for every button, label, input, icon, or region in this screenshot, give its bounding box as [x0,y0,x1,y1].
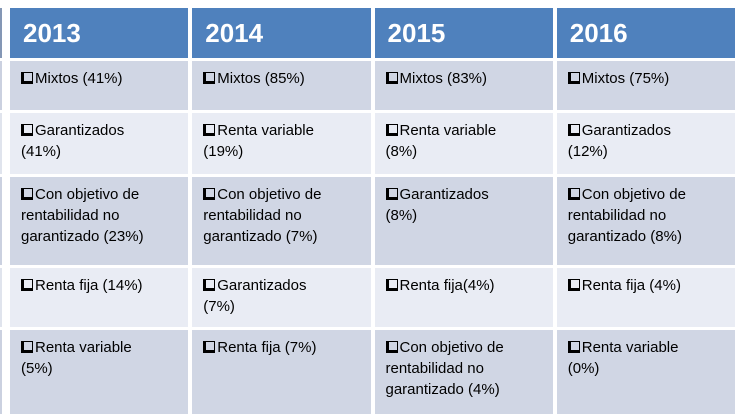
cell-text: Garantizados (8%) [385,186,489,224]
cell-text: Con objetivo de rentabilidad no garantiz… [203,186,322,245]
checkbox-bullet-icon [21,341,33,353]
table-cell: Renta variable (19%) [192,113,371,174]
table-cell: Renta fija(4%) [374,268,553,327]
table-cell: Renta fija (4%) [556,268,735,327]
cell-text: Renta variable (8%) [385,122,497,160]
left-edge-fragment [0,268,2,327]
header-cell-2016: 2016 [556,8,735,58]
table-cell: Renta fija (7%) [192,330,371,414]
table-cell: Renta variable (0%) [556,330,735,414]
table-cell: Renta variable (8%) [374,113,553,174]
table-cell: Garantizados (8%) [374,177,553,265]
left-edge-fragment [0,177,2,265]
cell-text: Garantizados (41%) [21,122,125,160]
left-edge-fragment [0,8,2,58]
checkbox-bullet-icon [21,124,33,136]
left-edge-fragment [0,61,2,110]
checkbox-bullet-icon [567,341,580,353]
header-cell-2013: 2013 [10,8,189,58]
cell-text: Mixtos (41%) [35,70,123,87]
checkbox-bullet-icon [203,279,216,291]
checkbox-bullet-icon [21,188,33,200]
cell-text: Renta fija(4%) [399,277,495,294]
cell-text: Garantizados (7%) [203,277,307,315]
cell-text: Renta fija (7%) [217,339,317,356]
checkbox-bullet-icon [21,72,33,84]
checkbox-bullet-icon [567,279,580,291]
checkbox-bullet-icon [203,72,216,84]
table-cell: Mixtos (75%) [556,61,735,110]
table-cell: Con objetivo de rentabilidad no garantiz… [10,177,189,265]
table-cell: Garantizados (41%) [10,113,189,174]
cell-text: Mixtos (75%) [581,70,670,87]
cell-text: Con objetivo de rentabilidad no garantiz… [21,186,144,245]
cell-text: Mixtos (85%) [217,70,305,87]
cell-text: Mixtos (83%) [399,70,488,87]
funds-by-year-table: 2013 2014 2015 2016 Mixtos (41%) Mixtos … [10,8,735,414]
header-cell-2014: 2014 [192,8,371,58]
cell-text: Renta fija (4%) [581,277,681,294]
checkbox-bullet-icon [385,341,398,353]
cell-text: Con objetivo de rentabilidad no garantiz… [567,186,686,245]
checkbox-bullet-icon [21,279,33,291]
cell-text: Renta variable (0%) [567,339,679,377]
table-cell: Mixtos (83%) [374,61,553,110]
table-cell: Garantizados (12%) [556,113,735,174]
checkbox-bullet-icon [567,124,580,136]
checkbox-bullet-icon [203,124,216,136]
checkbox-bullet-icon [385,124,398,136]
table-cell: Mixtos (85%) [192,61,371,110]
table-cell: Renta fija (14%) [10,268,189,327]
table-cell: Mixtos (41%) [10,61,189,110]
cell-text: Con objetivo de rentabilidad no garantiz… [385,339,504,398]
header-cell-2015: 2015 [374,8,553,58]
checkbox-bullet-icon [385,72,398,84]
left-edge-fragment [0,330,2,414]
left-edge-fragment [0,113,2,174]
cell-text: Renta variable (19%) [203,122,314,160]
checkbox-bullet-icon [567,72,580,84]
table-cell: Con objetivo de rentabilidad no garantiz… [192,177,371,265]
checkbox-bullet-icon [385,188,398,200]
table-cell: Garantizados (7%) [192,268,371,327]
checkbox-bullet-icon [203,188,216,200]
checkbox-bullet-icon [567,188,580,200]
table-cell: Con objetivo de rentabilidad no garantiz… [374,330,553,414]
table-cell: Con objetivo de rentabilidad no garantiz… [556,177,735,265]
table-cell: Renta variable (5%) [10,330,189,414]
checkbox-bullet-icon [203,341,216,353]
cell-text: Renta variable (5%) [21,339,132,377]
checkbox-bullet-icon [385,279,398,291]
cell-text: Garantizados (12%) [567,122,671,160]
cell-text: Renta fija (14%) [35,277,143,294]
